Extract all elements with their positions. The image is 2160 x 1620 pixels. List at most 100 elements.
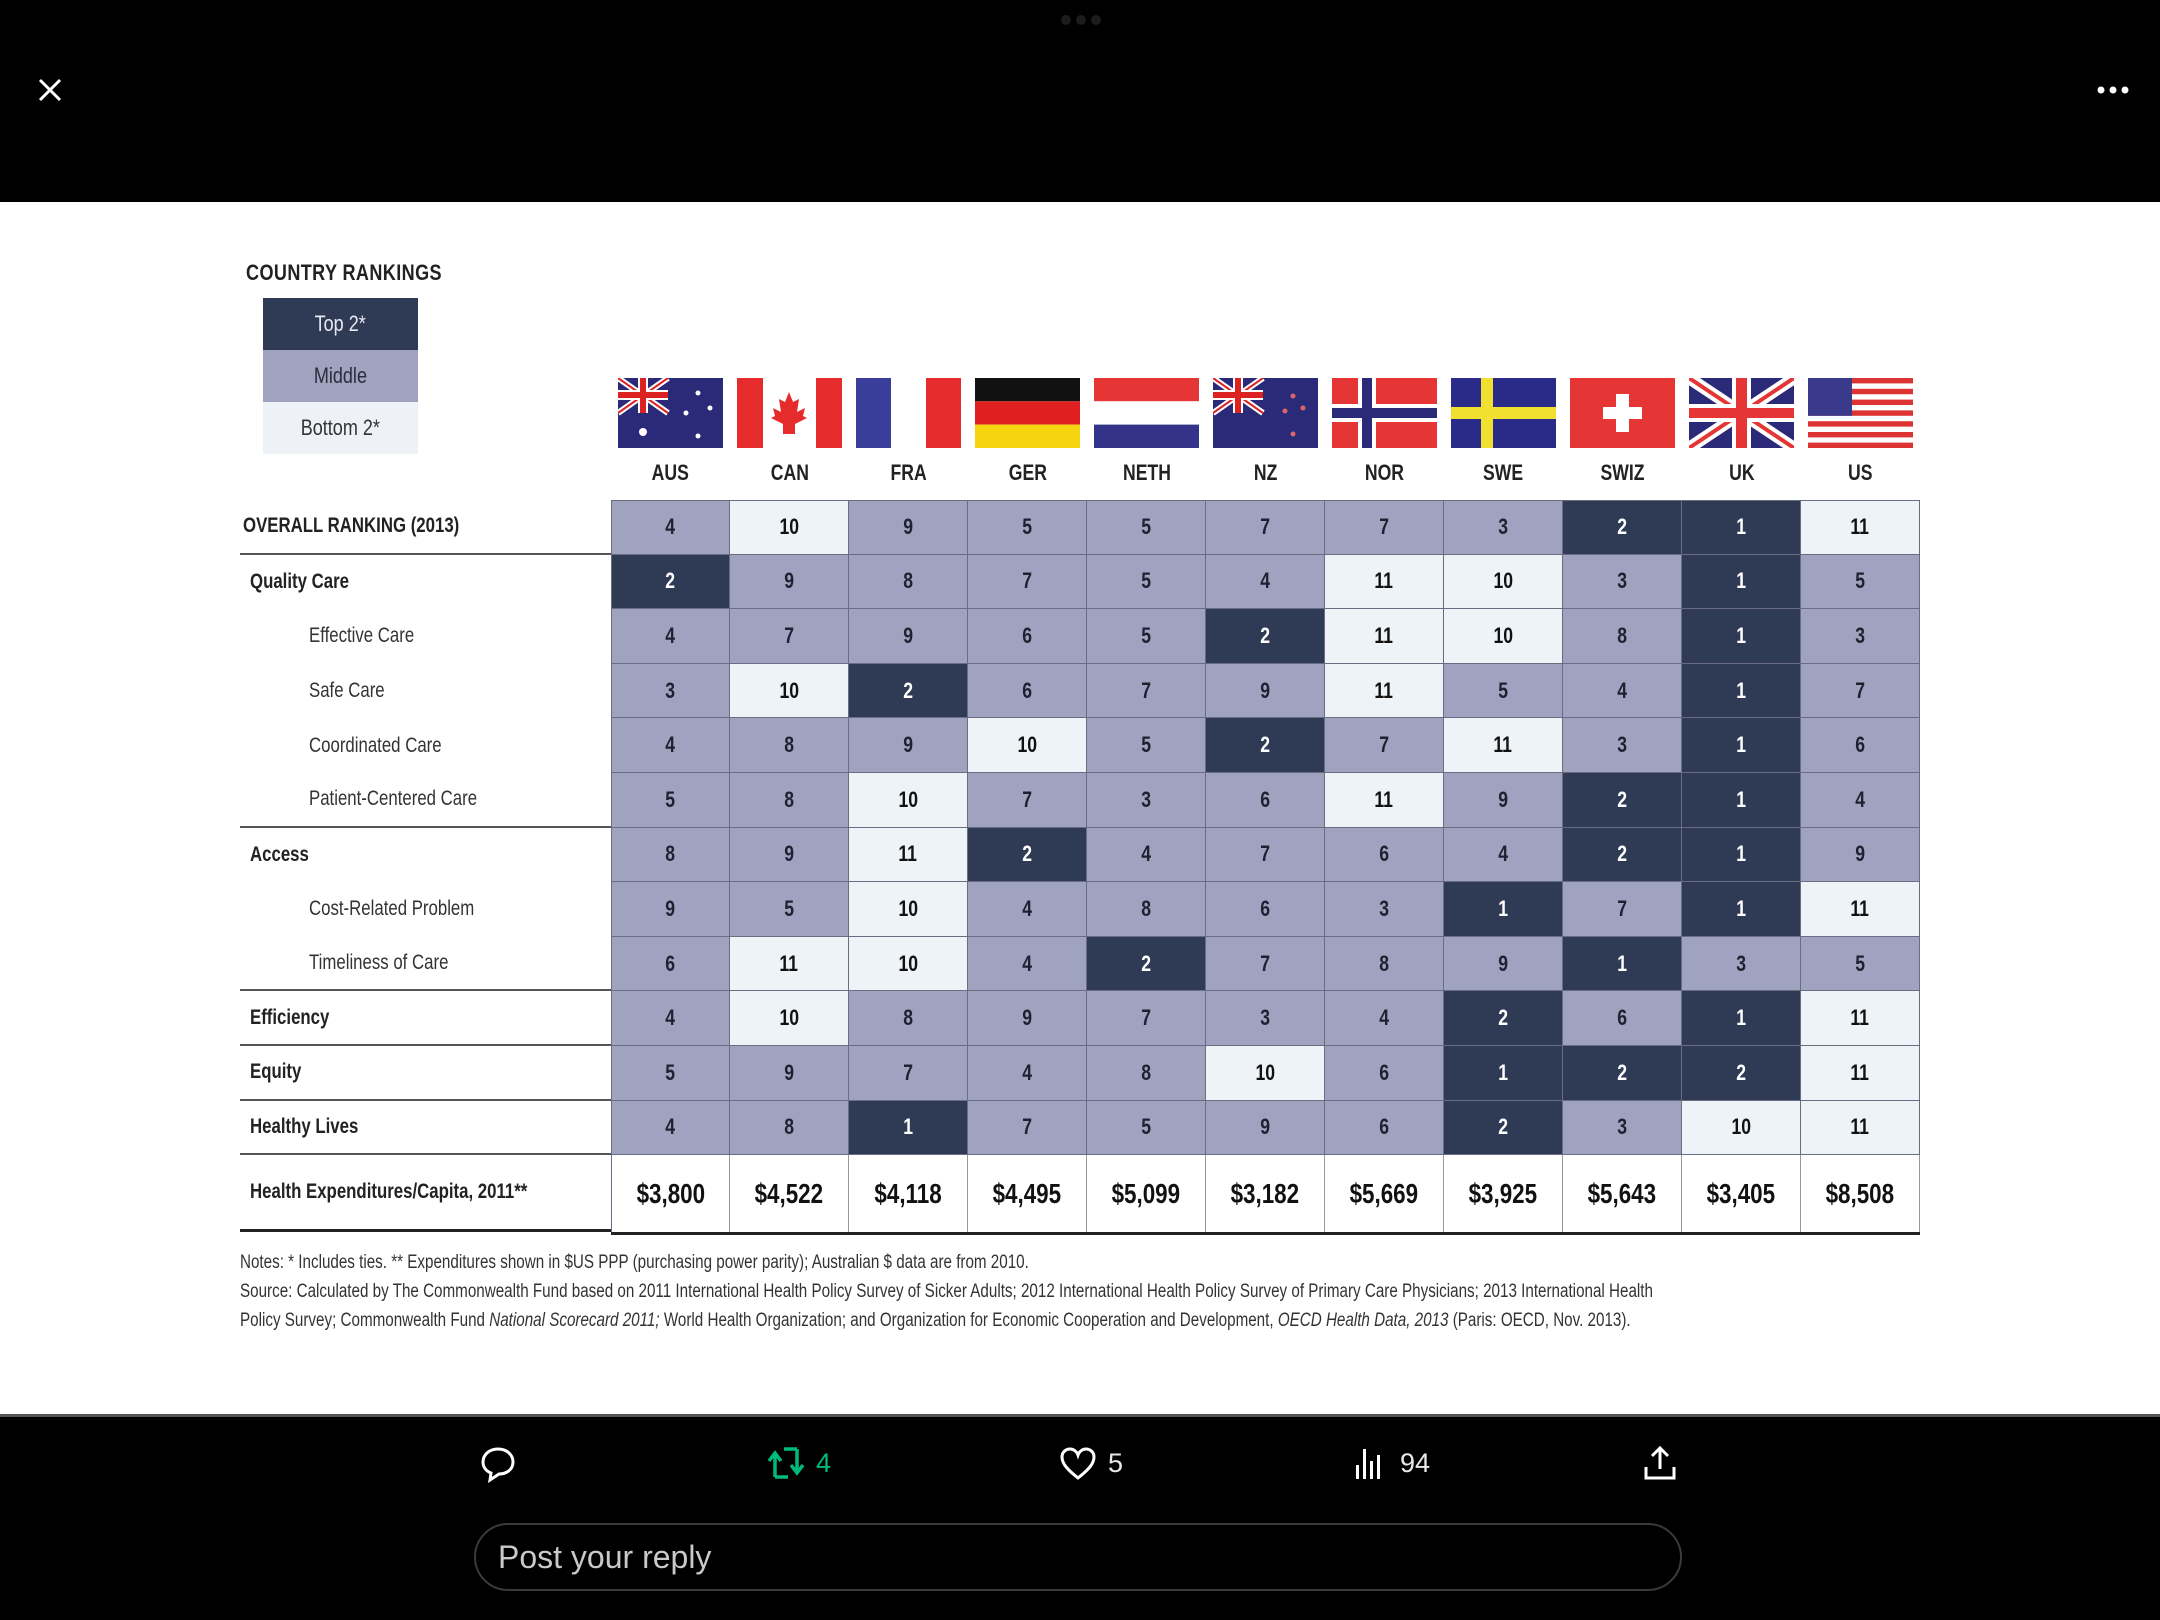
rank-cell: 2 bbox=[1444, 991, 1563, 1046]
rank-cell: 10 bbox=[1444, 609, 1563, 664]
rank-cell: 4 bbox=[1444, 827, 1563, 883]
source-line-2: Policy Survey; Commonwealth Fund Nationa… bbox=[240, 1310, 1631, 1331]
norway-flag-icon bbox=[1332, 378, 1437, 448]
rank-cell: 2 bbox=[1087, 936, 1206, 992]
flag-row bbox=[611, 378, 1920, 450]
row-label: Access bbox=[250, 842, 309, 866]
country-code-row: AUS CAN FRA GER NETH NZ NOR SWE SWIZ UK … bbox=[611, 460, 1920, 486]
rank-cell: 11 bbox=[1325, 609, 1444, 664]
rank-cell: 4 bbox=[1206, 554, 1325, 610]
rank-cell: 7 bbox=[730, 609, 849, 664]
country-code: NETH bbox=[1122, 460, 1171, 485]
expenditure-cell: $4,495 bbox=[968, 1155, 1087, 1233]
rank-cell: 2 bbox=[1206, 718, 1325, 773]
rank-cell: 6 bbox=[1325, 1100, 1444, 1156]
rank-cell: 9 bbox=[1206, 663, 1325, 719]
country-code: UK bbox=[1728, 460, 1755, 485]
rank-cell: 4 bbox=[1087, 827, 1206, 883]
more-options-button[interactable] bbox=[2088, 75, 2138, 105]
retweet-icon bbox=[767, 1447, 805, 1479]
rank-cell: 1 bbox=[1682, 663, 1801, 719]
rank-cell: 5 bbox=[730, 882, 849, 937]
reply-input[interactable]: Post your reply bbox=[474, 1523, 1682, 1591]
rank-cell: 4 bbox=[611, 1100, 730, 1156]
rank-cell: 1 bbox=[1682, 991, 1801, 1046]
rank-cell: 1 bbox=[1682, 882, 1801, 937]
country-code: SWE bbox=[1483, 460, 1524, 485]
rank-cell: 11 bbox=[1325, 554, 1444, 610]
rank-cell: 4 bbox=[1325, 991, 1444, 1046]
table-row: 5 8 10 7 3 6 11 9 2 1 4 bbox=[611, 772, 1920, 828]
rank-cell: 1 bbox=[1682, 718, 1801, 773]
rank-cell: 4 bbox=[968, 882, 1087, 937]
rank-cell: 2 bbox=[1563, 772, 1682, 828]
rank-cell: 8 bbox=[1087, 1045, 1206, 1101]
drag-handle-icon[interactable] bbox=[1056, 14, 1106, 26]
views-button[interactable]: 94 bbox=[1350, 1443, 1430, 1483]
rank-cell: 10 bbox=[730, 663, 849, 719]
viewer-top-bar bbox=[0, 0, 2160, 202]
rank-cell: 2 bbox=[1682, 1045, 1801, 1101]
close-button[interactable] bbox=[30, 70, 70, 110]
rank-cell: 6 bbox=[1325, 1045, 1444, 1101]
new-zealand-flag-icon bbox=[1213, 378, 1318, 448]
legend: Top 2* Middle Bottom 2* bbox=[263, 298, 418, 454]
expenditure-cell: $5,643 bbox=[1563, 1155, 1682, 1233]
rank-cell: 8 bbox=[849, 991, 968, 1046]
legend-item-middle: Middle bbox=[263, 350, 418, 402]
image-content: COUNTRY RANKINGS Top 2* Middle Bottom 2* bbox=[0, 202, 2160, 1414]
rank-cell: 5 bbox=[611, 1045, 730, 1101]
switzerland-flag-icon bbox=[1570, 378, 1675, 448]
expenditure-cell: $3,800 bbox=[611, 1155, 730, 1233]
canada-flag-icon bbox=[737, 378, 842, 448]
action-bar: 4 5 94 Post your reply bbox=[0, 1414, 2160, 1620]
share-button[interactable] bbox=[1640, 1443, 1680, 1483]
rank-cell: 3 bbox=[1444, 500, 1563, 555]
rank-cell: 8 bbox=[611, 827, 730, 883]
share-icon bbox=[1644, 1445, 1676, 1480]
table-row: 4 7 9 6 5 2 11 10 8 1 3 bbox=[611, 609, 1920, 664]
reply-button[interactable] bbox=[478, 1443, 518, 1483]
expenditure-row: $3,800 $4,522 $4,118 $4,495 $5,099 $3,182 $5,6… bbox=[611, 1155, 1920, 1236]
rank-cell: 5 bbox=[1087, 718, 1206, 773]
rank-cell: 7 bbox=[1087, 991, 1206, 1046]
expenditure-cell: $5,669 bbox=[1325, 1155, 1444, 1233]
rank-cell: 8 bbox=[730, 718, 849, 773]
rank-cell: 7 bbox=[1325, 500, 1444, 555]
like-button[interactable]: 5 bbox=[1058, 1443, 1123, 1483]
rank-cell: 7 bbox=[1206, 827, 1325, 883]
rank-cell: 11 bbox=[1325, 772, 1444, 828]
rank-cell: 3 bbox=[1563, 1100, 1682, 1156]
row-label: Safe Care bbox=[309, 679, 385, 703]
row-label: Quality Care bbox=[250, 569, 349, 593]
rank-cell: 5 bbox=[968, 500, 1087, 555]
rank-cell: 11 bbox=[1325, 663, 1444, 719]
country-code: FRA bbox=[890, 460, 927, 485]
rank-cell: 11 bbox=[1444, 718, 1563, 773]
rank-cell: 9 bbox=[611, 882, 730, 937]
rank-cell: 3 bbox=[611, 663, 730, 719]
rank-cell: 5 bbox=[1801, 554, 1920, 610]
rank-cell: 4 bbox=[611, 500, 730, 555]
rank-cell: 7 bbox=[1801, 663, 1920, 719]
rank-cell: 5 bbox=[611, 772, 730, 828]
rank-cell: 9 bbox=[730, 827, 849, 883]
retweet-count: 4 bbox=[816, 1447, 832, 1478]
rank-cell: 2 bbox=[1563, 500, 1682, 555]
netherlands-flag-icon bbox=[1094, 378, 1199, 448]
rank-cell: 8 bbox=[849, 554, 968, 610]
rank-cell: 6 bbox=[1801, 718, 1920, 773]
united-kingdom-flag-icon bbox=[1689, 378, 1794, 448]
country-code: GER bbox=[1008, 460, 1047, 485]
table-row: 4 8 1 7 5 9 6 2 3 10 11 bbox=[611, 1100, 1920, 1156]
rank-cell: 7 bbox=[968, 772, 1087, 828]
rank-cell: 11 bbox=[1801, 1045, 1920, 1101]
rank-cell: 6 bbox=[1563, 991, 1682, 1046]
rank-cell: 5 bbox=[1444, 663, 1563, 719]
rank-cell: 3 bbox=[1801, 609, 1920, 664]
retweet-button[interactable]: 4 bbox=[766, 1443, 831, 1483]
row-label: Equity bbox=[240, 1046, 611, 1101]
rank-cell: 7 bbox=[1206, 500, 1325, 555]
more-horizontal-icon bbox=[2097, 86, 2129, 94]
rank-cell: 7 bbox=[1087, 663, 1206, 719]
